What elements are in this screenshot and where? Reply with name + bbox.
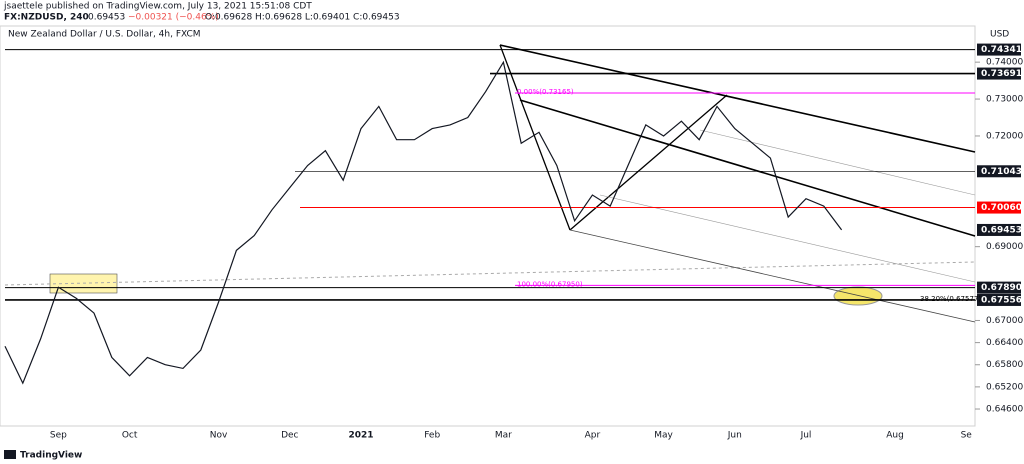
logo — [4, 450, 16, 459]
pitchfork-lower — [569, 229, 976, 323]
y-tick-label: 0.72000 — [986, 131, 1023, 141]
price-label-box — [977, 281, 1021, 294]
price-label-box — [977, 67, 1021, 80]
symbol: FX:NZDUSD, 240 — [4, 13, 89, 23]
footer-brand: TradingView — [20, 451, 82, 461]
y-tick-label: 0.73000 — [986, 95, 1023, 105]
price-label-box — [977, 223, 1021, 236]
currency: USD — [990, 30, 1009, 40]
channel-top — [499, 44, 976, 153]
last-price: 0.69453 — [88, 13, 125, 23]
x-tick-label: Apr — [585, 431, 601, 441]
x-tick-label: Feb — [424, 431, 440, 441]
y-tick-label: 0.66400 — [986, 338, 1023, 348]
y-tick-label: 0.69000 — [986, 242, 1023, 252]
change: −0.00321 (−0.46%) — [128, 13, 219, 23]
price-label-box — [977, 201, 1021, 214]
fib-label: 38.20%(0.67577) — [920, 295, 981, 303]
x-tick-label: Dec — [281, 431, 298, 441]
y-tick-label: 0.64600 — [986, 405, 1023, 415]
price-label-box — [977, 43, 1021, 56]
price-label-box — [977, 165, 1021, 178]
fib-label: 100.00%(0.67950) — [517, 280, 583, 288]
price-label: 0.67556 — [981, 295, 1022, 305]
x-tick-label: Se — [961, 431, 973, 441]
x-tick-label: Nov — [210, 431, 228, 441]
publisher: jsaettele published on TradingView.com, … — [3, 2, 312, 12]
pitchfork-inner — [599, 194, 976, 283]
pitchfork-inner — [699, 129, 976, 196]
x-tick-label: May — [654, 431, 673, 441]
x-tick-label: Oct — [122, 431, 138, 441]
ohlc: O:0.69628 H:0.69628 L:0.69401 C:0.69453 — [205, 13, 400, 23]
x-tick-label: Aug — [886, 431, 904, 441]
median-line — [519, 99, 976, 237]
y-tick-label: 0.74000 — [986, 58, 1023, 68]
price-line — [4, 60, 843, 385]
price-label: 0.67890 — [981, 283, 1022, 293]
x-tick-label: Mar — [495, 431, 512, 441]
x-tick-label: 2021 — [348, 431, 373, 441]
price-label: 0.74341 — [981, 45, 1022, 55]
price-label: 0.69453 — [981, 225, 1022, 235]
price-label: 0.70060 — [981, 203, 1022, 213]
x-tick-label: Sep — [50, 431, 67, 441]
fib-label: 0.00%(0.73165) — [517, 88, 574, 96]
y-tick-label: 0.65800 — [986, 360, 1023, 370]
chart-title: New Zealand Dollar / U.S. Dollar, 4h, FX… — [8, 30, 201, 40]
x-tick-label: Jul — [800, 431, 812, 441]
price-label: 0.71043 — [981, 167, 1022, 177]
y-tick-label: 0.65200 — [986, 382, 1023, 392]
plot-content: 0.74000 0.73000 0.72000 0.69000 0.67000 0.664… — [4, 43, 1023, 441]
y-tick-label: 0.67000 — [986, 316, 1023, 326]
x-tick-label: Jun — [727, 431, 742, 441]
price-label: 0.73691 — [981, 69, 1022, 79]
target-ellipse — [833, 286, 883, 306]
price-label-box — [977, 293, 1021, 306]
pitchfork-leg — [499, 44, 571, 231]
